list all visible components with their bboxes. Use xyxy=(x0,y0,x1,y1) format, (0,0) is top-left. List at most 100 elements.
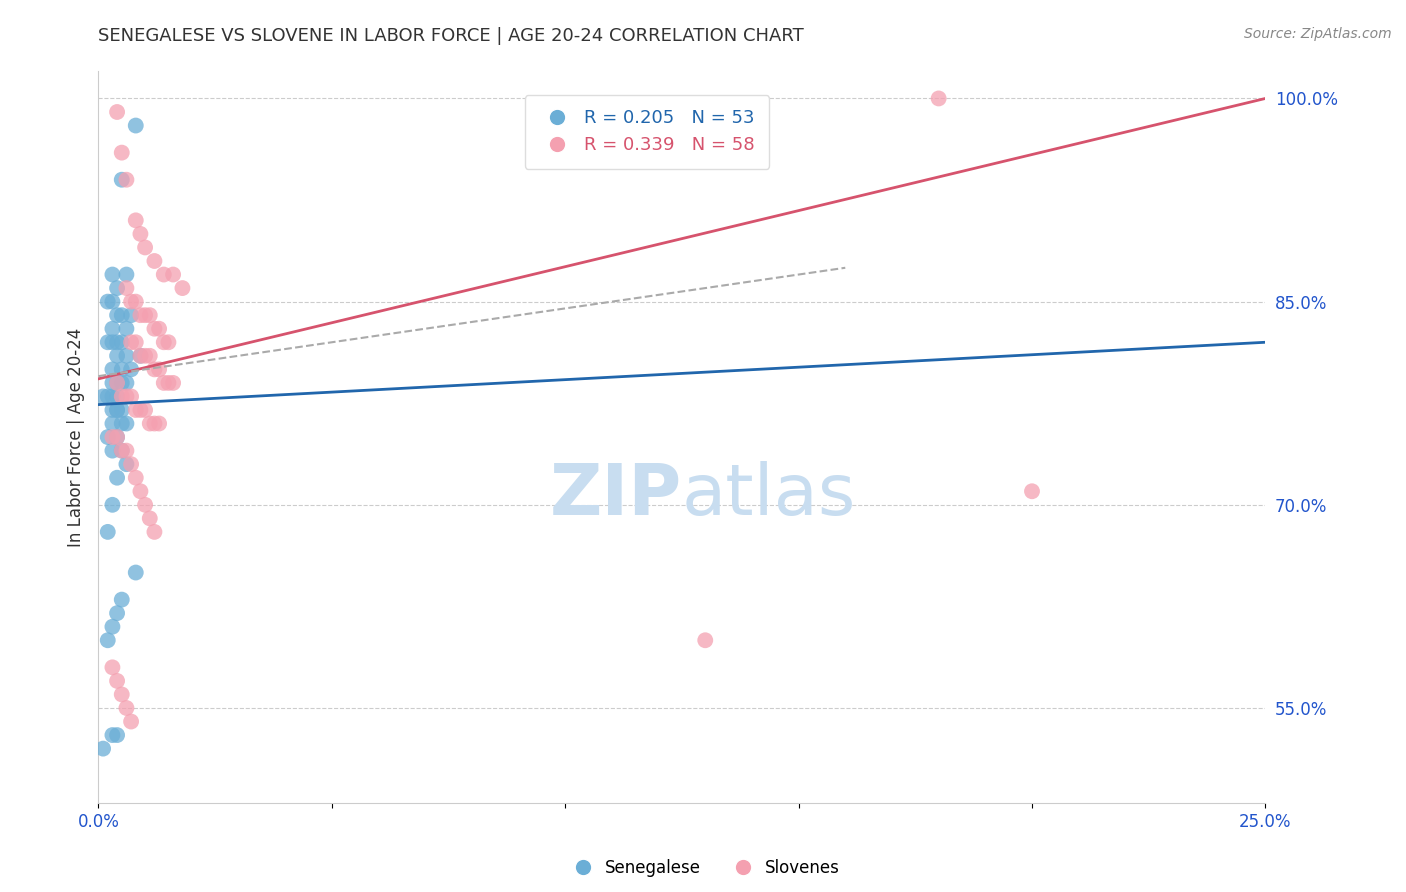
Point xyxy=(120,294,142,309)
Point xyxy=(134,403,156,417)
Point xyxy=(105,105,128,120)
Point xyxy=(115,281,138,295)
Point xyxy=(105,308,128,322)
Point xyxy=(101,389,124,403)
Text: ZIP: ZIP xyxy=(550,461,682,530)
Point xyxy=(148,362,170,376)
Point xyxy=(101,620,124,634)
Point xyxy=(129,349,152,363)
Y-axis label: In Labor Force | Age 20-24: In Labor Force | Age 20-24 xyxy=(66,327,84,547)
Point xyxy=(97,524,120,539)
Point xyxy=(162,268,184,282)
Point xyxy=(97,294,120,309)
Point xyxy=(152,268,174,282)
Point xyxy=(143,524,166,539)
Point xyxy=(111,145,134,160)
Point xyxy=(143,362,166,376)
Point xyxy=(111,172,134,186)
Point xyxy=(125,294,148,309)
Point xyxy=(125,471,148,485)
Point xyxy=(111,308,134,322)
Point xyxy=(101,376,124,390)
Point xyxy=(105,376,128,390)
Point xyxy=(695,633,717,648)
Point xyxy=(134,349,156,363)
Point xyxy=(105,673,128,688)
Text: atlas: atlas xyxy=(682,461,856,530)
Point xyxy=(157,335,180,350)
Legend: Senegalese, Slovenes: Senegalese, Slovenes xyxy=(560,853,846,884)
Point xyxy=(105,606,128,620)
Point xyxy=(97,430,120,444)
Point xyxy=(105,403,128,417)
Point xyxy=(97,633,120,648)
Point xyxy=(115,349,138,363)
Point xyxy=(105,430,128,444)
Point xyxy=(139,349,162,363)
Point xyxy=(101,728,124,742)
Point xyxy=(111,688,134,702)
Point xyxy=(105,281,128,295)
Point xyxy=(101,660,124,674)
Point xyxy=(134,308,156,322)
Point xyxy=(115,417,138,431)
Point xyxy=(101,443,124,458)
Point xyxy=(172,281,194,295)
Point xyxy=(111,443,134,458)
Point xyxy=(105,728,128,742)
Point xyxy=(115,376,138,390)
Point xyxy=(101,498,124,512)
Point xyxy=(148,322,170,336)
Point xyxy=(129,349,152,363)
Point xyxy=(129,484,152,499)
Point xyxy=(125,403,148,417)
Point xyxy=(139,511,162,525)
Point xyxy=(101,268,124,282)
Point xyxy=(105,389,128,403)
Point xyxy=(101,403,124,417)
Point xyxy=(148,417,170,431)
Point xyxy=(115,322,138,336)
Point xyxy=(101,430,124,444)
Point xyxy=(105,471,128,485)
Text: Source: ZipAtlas.com: Source: ZipAtlas.com xyxy=(1244,27,1392,41)
Point xyxy=(134,498,156,512)
Point xyxy=(105,403,128,417)
Point xyxy=(97,335,120,350)
Point xyxy=(928,91,950,105)
Point xyxy=(115,389,138,403)
Point xyxy=(115,172,138,186)
Point xyxy=(111,443,134,458)
Point xyxy=(111,389,134,403)
Point xyxy=(111,335,134,350)
Point xyxy=(120,389,142,403)
Point xyxy=(129,227,152,241)
Point xyxy=(111,403,134,417)
Point xyxy=(120,362,142,376)
Point xyxy=(143,417,166,431)
Point xyxy=(115,457,138,471)
Point xyxy=(120,335,142,350)
Point xyxy=(91,741,114,756)
Point xyxy=(129,403,152,417)
Point xyxy=(125,119,148,133)
Point xyxy=(101,322,124,336)
Point xyxy=(111,362,134,376)
Point xyxy=(162,376,184,390)
Point xyxy=(157,376,180,390)
Point xyxy=(120,714,142,729)
Point xyxy=(101,335,124,350)
Point xyxy=(120,308,142,322)
Point xyxy=(134,240,156,254)
Point xyxy=(101,417,124,431)
Point xyxy=(1021,484,1043,499)
Point xyxy=(111,376,134,390)
Point xyxy=(115,268,138,282)
Point xyxy=(125,566,148,580)
Point xyxy=(143,254,166,268)
Point xyxy=(105,349,128,363)
Point xyxy=(125,213,148,227)
Point xyxy=(143,322,166,336)
Point xyxy=(115,443,138,458)
Point xyxy=(139,308,162,322)
